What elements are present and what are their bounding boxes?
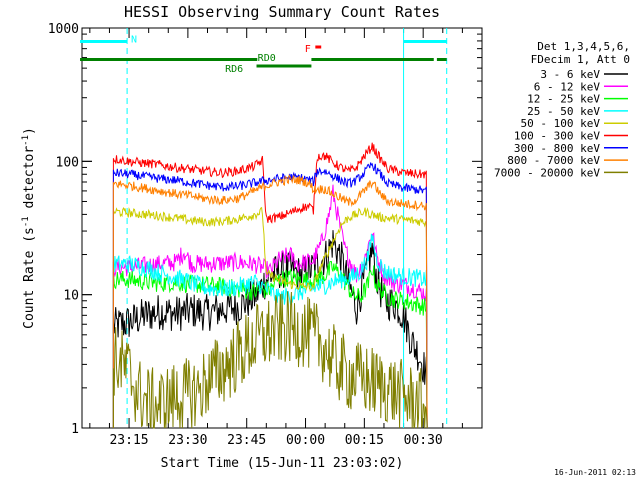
y-tick-label: 1: [71, 422, 79, 437]
legend-label: 12 - 25 keV: [527, 93, 600, 106]
y-axis-label-mid: detector: [22, 146, 37, 217]
series-lines: [112, 142, 428, 429]
plot-axes: [81, 27, 483, 429]
y-tick-label: 1000: [48, 22, 79, 37]
legend-label: 7000 - 20000 keV: [494, 166, 600, 179]
y-tick-labels: 1 10 100 1000: [48, 22, 79, 437]
legend-label: 25 - 50 keV: [527, 105, 600, 118]
legend-label: 6 - 12 keV: [534, 80, 601, 93]
series-line: [112, 142, 428, 429]
x-tick-label: 23:45: [227, 433, 266, 448]
x-tick-label: 23:15: [109, 433, 148, 448]
x-axis-label: Start Time (15-Jun-11 23:03:02): [161, 456, 404, 471]
legend-label: 100 - 300 keV: [514, 130, 600, 143]
legend-label: 50 - 100 keV: [521, 117, 601, 130]
status-bar-label: RD0: [258, 53, 276, 64]
y-tick-label: 100: [56, 155, 79, 170]
y-tick-label: 10: [63, 289, 79, 304]
plot-frame: [81, 27, 483, 429]
series-line: [112, 233, 428, 429]
x-tick-label: 23:30: [168, 433, 207, 448]
status-bars: N RD0 RD6 F: [80, 28, 448, 428]
status-bar-label: N: [131, 35, 137, 46]
y-axis-label-end: ): [22, 127, 37, 135]
y-axis-label-main: Count Rate (s: [22, 227, 37, 329]
footer-timestamp: 16-Jun-2011 02:13: [554, 468, 636, 477]
series-line: [112, 162, 428, 429]
y-axis-label: Count Rate (s-1 detector-1): [21, 127, 37, 329]
legend-label: 3 - 6 keV: [540, 68, 600, 81]
series-line: [112, 174, 428, 429]
legend-header-line-2: FDecim 1, Att 0: [531, 53, 630, 66]
legend-label: 300 - 800 keV: [514, 142, 600, 155]
legend-header-line-1: Det 1,3,4,5,6,: [537, 40, 630, 53]
x-tick-label: 00:15: [345, 433, 384, 448]
series-line: [112, 291, 428, 429]
chart-title: HESSI Observing Summary Count Rates: [124, 3, 440, 21]
x-tick-labels: 23:15 23:30 23:45 00:00 00:15 00:30: [109, 433, 442, 448]
x-tick-label: 00:30: [404, 433, 443, 448]
legend-label: 800 - 7000 keV: [507, 154, 600, 167]
status-bar-label: RD6: [225, 64, 243, 75]
status-bar-label: F: [305, 44, 311, 55]
series-line: [112, 206, 428, 429]
legend: Det 1,3,4,5,6, FDecim 1, Att 0 3 - 6 keV…: [494, 40, 630, 179]
y-axis-label-sup1: -1: [21, 216, 31, 227]
x-tick-label: 00:00: [286, 433, 325, 448]
y-axis-label-sup2: -1: [21, 135, 31, 146]
series-line: [112, 260, 428, 429]
